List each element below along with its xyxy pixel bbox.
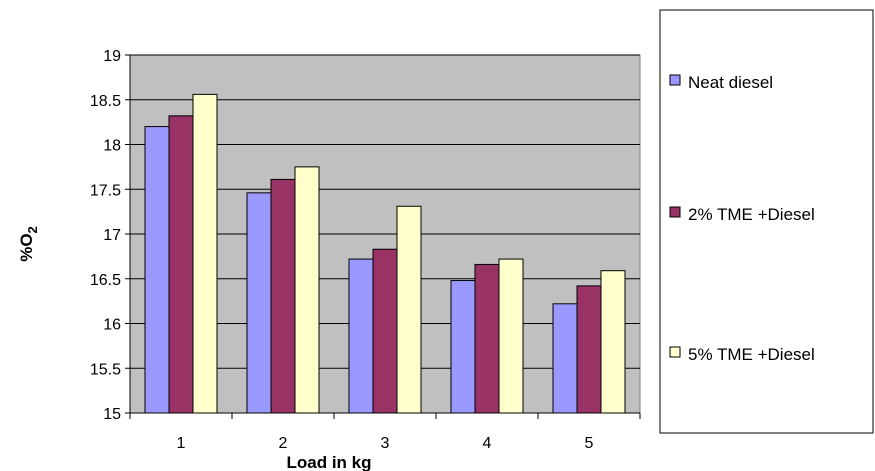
x-tick-label: 5 <box>585 435 594 452</box>
bar <box>498 258 524 414</box>
y-tick-label: 19 <box>103 48 121 65</box>
legend-swatch <box>669 346 681 358</box>
legend-swatch <box>669 206 681 218</box>
x-tick-label: 2 <box>279 435 288 452</box>
x-axis-title: Load in kg <box>287 453 372 471</box>
y-tick-label: 17 <box>103 227 121 244</box>
bar <box>552 303 578 414</box>
y-tick-label: 18.5 <box>90 93 121 110</box>
bar <box>144 126 170 414</box>
bar <box>450 280 476 414</box>
legend-swatch <box>669 74 681 86</box>
bar <box>168 115 194 414</box>
y-tick-label: 15.5 <box>90 361 121 378</box>
x-tick-label: 3 <box>381 435 390 452</box>
y-axis-title-main: %O <box>17 233 36 261</box>
bar <box>270 178 296 414</box>
bar <box>192 93 218 414</box>
bar <box>576 285 602 414</box>
legend-label: 2% TME +Diesel <box>688 205 815 224</box>
bar <box>396 205 422 414</box>
legend-label: Neat diesel <box>688 73 773 92</box>
y-tick-label: 17.5 <box>90 182 121 199</box>
y-tick-label: 16 <box>103 317 121 334</box>
legend-label: 5% TME +Diesel <box>688 345 815 364</box>
y-tick-label: 16.5 <box>90 272 121 289</box>
legend-box <box>659 9 874 434</box>
bar <box>348 258 374 414</box>
y-tick-label: 15 <box>103 406 121 423</box>
x-tick-label: 1 <box>177 435 186 452</box>
y-tick-label: 18 <box>103 138 121 155</box>
y-axis-title-subscript: 2 <box>25 226 40 233</box>
y-axis-title: %O2 <box>17 226 40 262</box>
bars <box>144 93 626 414</box>
legend: Neat diesel 2% TME +Diesel 5% TME +Diesel <box>669 73 815 364</box>
bar <box>474 263 500 414</box>
x-ticks: 1 2 3 4 5 <box>129 413 641 452</box>
bar <box>372 248 398 414</box>
bar <box>600 270 626 414</box>
bar <box>294 166 320 414</box>
y-ticks: 15 15.5 16 16.5 17 17.5 18 18.5 19 <box>90 48 130 423</box>
x-tick-label: 4 <box>483 435 492 452</box>
bar <box>246 192 272 414</box>
